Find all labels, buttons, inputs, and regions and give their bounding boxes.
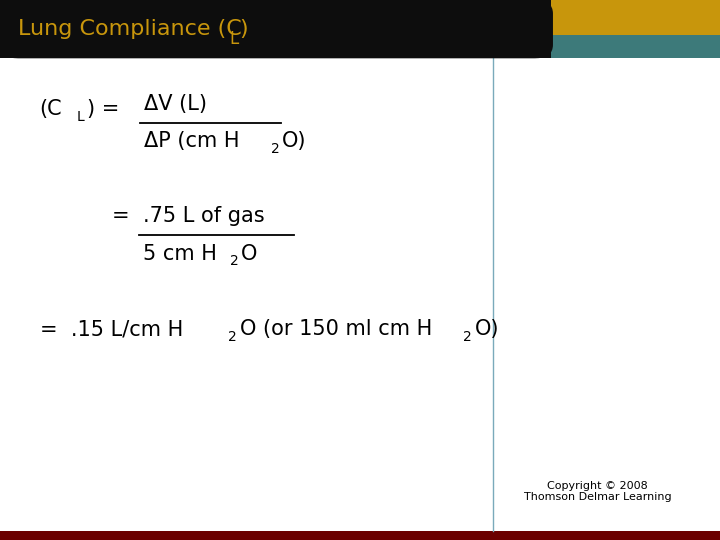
Text: =  .15 L/cm H: = .15 L/cm H [40, 319, 183, 340]
Text: 2: 2 [228, 330, 237, 344]
Text: (C: (C [40, 99, 62, 119]
Bar [551, 35, 720, 58]
Text: O): O) [282, 131, 307, 152]
Text: 2: 2 [230, 254, 238, 268]
Bar [0, 531, 720, 540]
Text: Copyright © 2008
Thomson Delmar Learning: Copyright © 2008 Thomson Delmar Learning [523, 481, 672, 502]
Text: =: = [112, 206, 129, 226]
Text: L: L [229, 30, 238, 48]
Bar [551, 0, 720, 35]
Text: 5 cm H: 5 cm H [143, 244, 217, 264]
Text: O: O [241, 244, 258, 264]
FancyBboxPatch shape [0, 0, 553, 58]
Text: ΔP (cm H: ΔP (cm H [144, 131, 240, 152]
Text: Lung Compliance (C: Lung Compliance (C [18, 19, 242, 39]
Text: ΔV (L): ΔV (L) [144, 93, 207, 114]
Text: ): ) [239, 19, 248, 39]
Text: 2: 2 [271, 142, 279, 156]
Text: O): O) [474, 319, 499, 340]
Text: 2: 2 [463, 330, 472, 344]
Text: .75 L of gas: .75 L of gas [143, 206, 264, 226]
Bar [0, 0, 720, 58]
Text: ) =: ) = [87, 99, 120, 119]
Text: O (or 150 ml cm H: O (or 150 ml cm H [240, 319, 432, 340]
Text: L: L [77, 110, 85, 124]
